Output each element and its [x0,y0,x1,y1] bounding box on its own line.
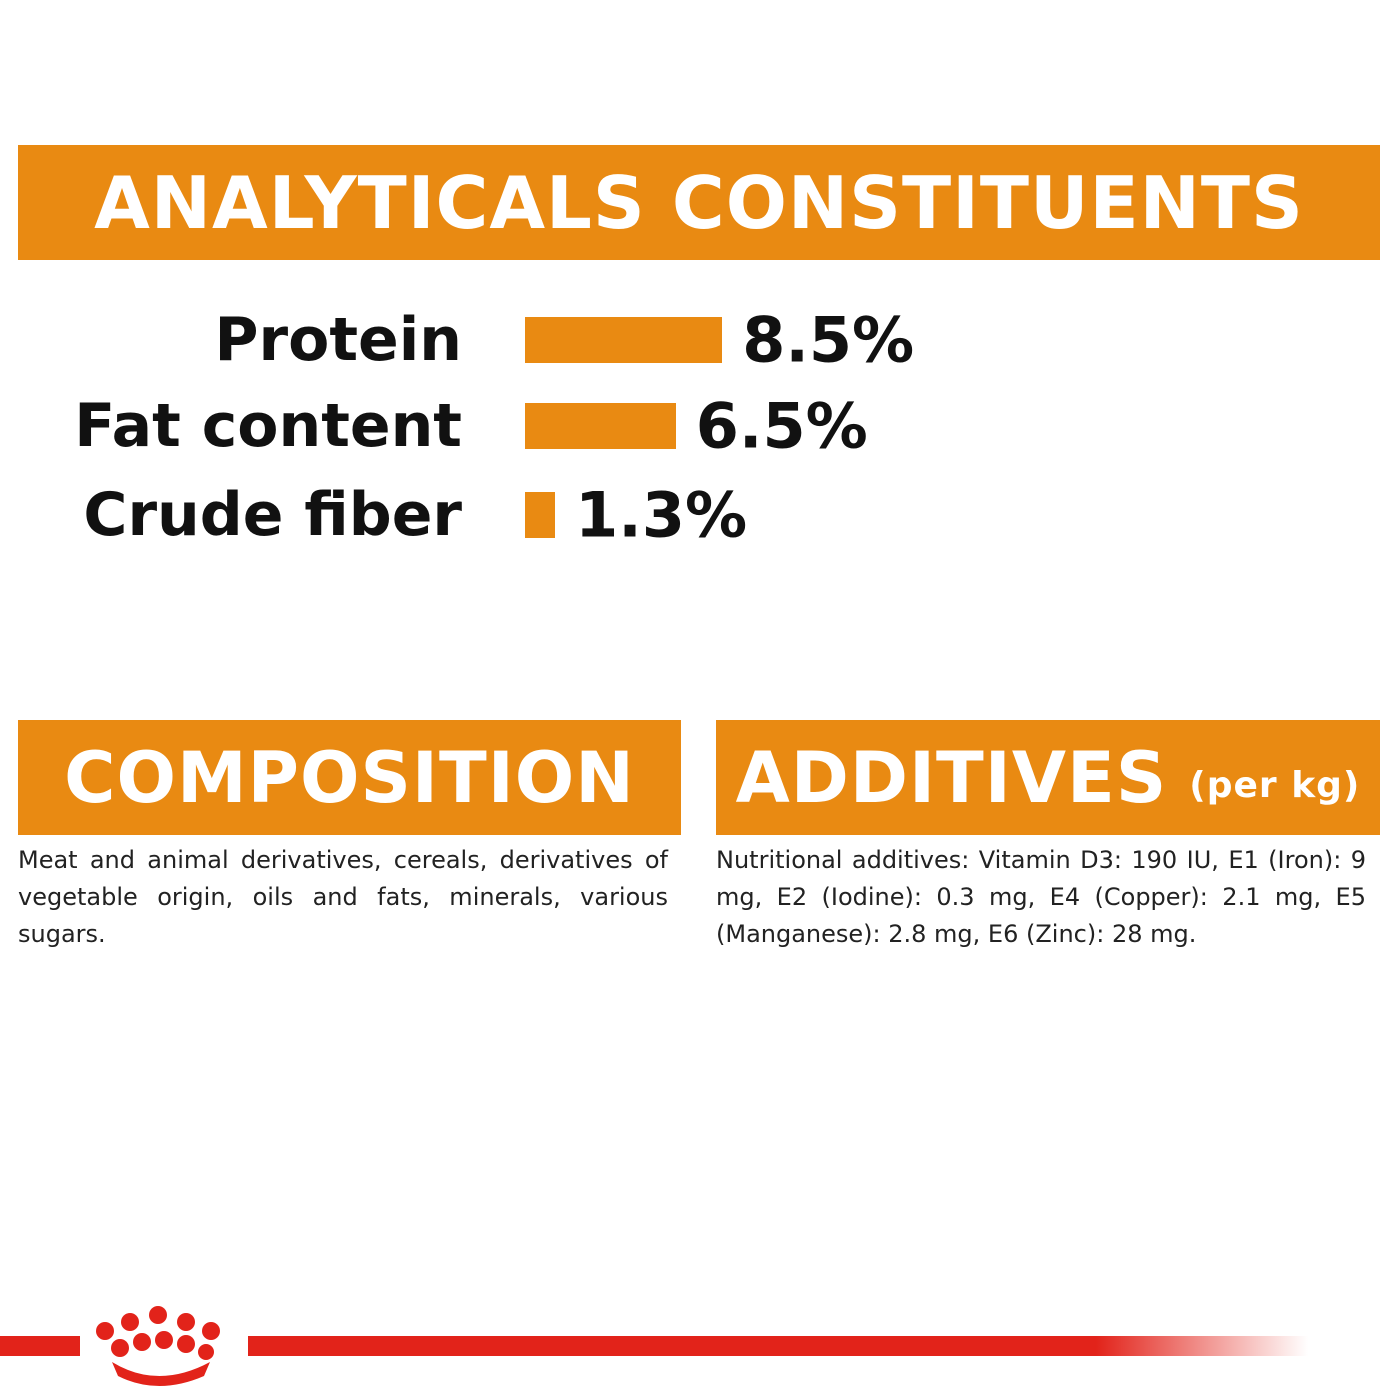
crown [96,1306,220,1386]
section-text: Nutritional additives: Vitamin D3: 190 I… [716,846,1366,948]
section-header: COMPOSITION [18,720,681,835]
section-title: ADDITIVES [735,736,1168,819]
section-title: COMPOSITION [64,736,635,819]
value-label: 1.3% [575,478,748,552]
value-label: 8.5% [742,303,915,377]
section-note: (per kg) [1189,765,1361,806]
brand-line [248,1336,1308,1356]
value-label: 6.5% [695,389,868,463]
category-label: Protein [214,305,462,375]
bar [525,492,556,538]
brand-line [0,1336,80,1356]
bar [525,403,676,449]
section-header: ADDITIVES (per kg) [716,720,1380,835]
bar [525,317,723,363]
section-header: ANALYTICALS CONSTITUENTS [18,145,1380,260]
section-text: Meat and animal derivatives, cereals, de… [18,846,668,948]
category-label: Crude fiber [83,480,462,550]
category-label: Fat content [74,391,462,461]
chart-title: ANALYTICALS CONSTITUENTS [94,160,1304,245]
